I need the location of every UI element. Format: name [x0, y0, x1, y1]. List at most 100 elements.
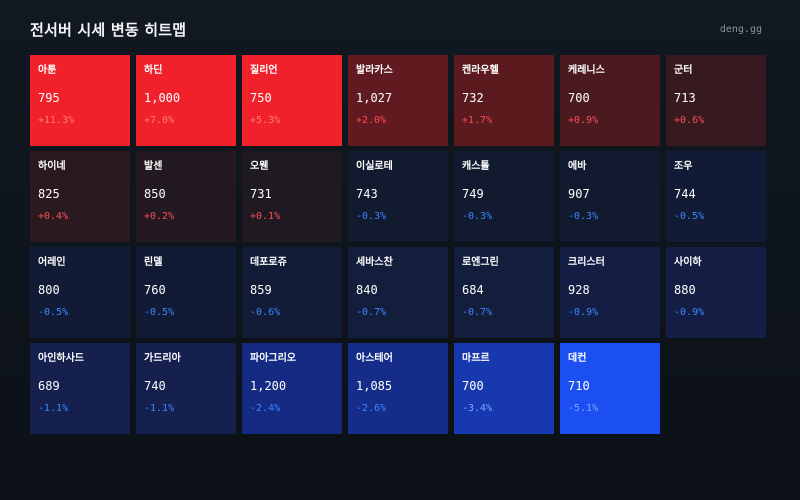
server-price: 713	[674, 91, 696, 105]
server-name: 케레니스	[568, 65, 605, 76]
price-change: +0.2%	[144, 211, 175, 222]
server-name: 가드리아	[144, 353, 181, 364]
server-name: 아툰	[38, 65, 57, 76]
price-change: +0.1%	[250, 211, 281, 222]
server-name: 하딘	[144, 65, 163, 76]
price-change: -0.5%	[674, 211, 705, 222]
server-price: 760	[144, 283, 166, 297]
server-name: 오웬	[250, 161, 269, 172]
heatmap-cell[interactable]: 조우 744 -0.5%	[666, 151, 766, 242]
server-price: 850	[144, 187, 166, 201]
server-price: 928	[568, 283, 590, 297]
server-name: 조우	[674, 161, 693, 172]
server-price: 840	[356, 283, 378, 297]
heatmap-cell[interactable]: 파아그리오 1,200 -2.4%	[242, 343, 342, 434]
heatmap-cell[interactable]: 마프르 700 -3.4%	[454, 343, 554, 434]
server-name: 크리스터	[568, 257, 605, 268]
price-change: -2.6%	[356, 403, 387, 414]
heatmap-cell[interactable]: 하딘 1,000 +7.0%	[136, 55, 236, 146]
server-name: 마프르	[462, 353, 490, 364]
heatmap-cell[interactable]: 하이네 825 +0.4%	[30, 151, 130, 242]
site-label: deng.gg	[719, 23, 762, 35]
heatmap-cell[interactable]: 사이하 880 -0.9%	[666, 247, 766, 338]
heatmap-cell[interactable]: 가드리아 740 -1.1%	[136, 343, 236, 434]
heatmap-cell[interactable]: 켄라우헬 732 +1.7%	[454, 55, 554, 146]
server-price: 700	[462, 379, 484, 393]
heatmap-cell[interactable]: 크리스터 928 -0.9%	[560, 247, 660, 338]
server-name: 세바스찬	[356, 257, 393, 268]
server-price: 700	[568, 91, 590, 105]
server-name: 켄라우헬	[462, 65, 499, 76]
heatmap-cell[interactable]: 로엔그린 684 -0.7%	[454, 247, 554, 338]
server-price: 743	[356, 187, 378, 201]
server-price: 732	[462, 91, 484, 105]
heatmap-cell[interactable]: 오웬 731 +0.1%	[242, 151, 342, 242]
server-price: 880	[674, 283, 696, 297]
price-change: -0.9%	[674, 307, 705, 318]
heatmap-cell[interactable]: 아툰 795 +11.3%	[30, 55, 130, 146]
price-change: -0.5%	[144, 307, 175, 318]
server-price: 1,027	[356, 91, 393, 105]
server-price: 1,200	[250, 379, 287, 393]
heatmap-cell[interactable]: 발라카스 1,027 +2.0%	[348, 55, 448, 146]
server-price: 800	[38, 283, 60, 297]
server-price: 795	[38, 91, 60, 105]
server-name: 에바	[568, 161, 587, 172]
heatmap-cell[interactable]: 질리언 750 +5.3%	[242, 55, 342, 146]
price-change: +5.3%	[250, 115, 281, 126]
server-name: 하이네	[38, 161, 66, 172]
price-change: -1.1%	[38, 403, 69, 414]
heatmap-grid: 아툰 795 +11.3% 하딘 1,000 +7.0% 질리언 750 +5.3% 발라카스 1,…	[30, 55, 768, 434]
heatmap-cell[interactable]: 아인하사드 689 -1.1%	[30, 343, 130, 434]
server-name: 군터	[674, 65, 693, 76]
heatmap-cell[interactable]: 에바 907 -0.3%	[560, 151, 660, 242]
server-price: 744	[674, 187, 696, 201]
price-change: +2.0%	[356, 115, 387, 126]
heatmap-cell[interactable]: 세바스찬 840 -0.7%	[348, 247, 448, 338]
server-price: 825	[38, 187, 60, 201]
server-name: 질리언	[250, 65, 278, 76]
server-name: 아스테어	[356, 353, 393, 364]
server-name: 아인하사드	[38, 353, 84, 364]
price-change: +7.0%	[144, 115, 175, 126]
price-change: -0.7%	[462, 307, 493, 318]
price-change: +0.6%	[674, 115, 705, 126]
server-name: 캐스톨	[462, 161, 490, 172]
heatmap-cell[interactable]: 데포로쥬 859 -0.6%	[242, 247, 342, 338]
heatmap-cell[interactable]: 이실로테 743 -0.3%	[348, 151, 448, 242]
price-change: -0.3%	[568, 211, 599, 222]
price-change: +0.9%	[568, 115, 599, 126]
server-name: 파아그리오	[250, 353, 296, 364]
server-price: 749	[462, 187, 484, 201]
server-name: 사이하	[674, 257, 702, 268]
page-title: 전서버 시세 변동 히트맵	[30, 20, 187, 39]
server-name: 로엔그린	[462, 257, 499, 268]
heatmap-cell[interactable]: 케레니스 700 +0.9%	[560, 55, 660, 146]
server-price: 1,085	[356, 379, 393, 393]
server-name: 데컨	[568, 353, 587, 364]
price-change: -0.3%	[462, 211, 493, 222]
heatmap-cell[interactable]: 발센 850 +0.2%	[136, 151, 236, 242]
heatmap-cell[interactable]: 린델 760 -0.5%	[136, 247, 236, 338]
server-price: 750	[250, 91, 272, 105]
price-change: -2.4%	[250, 403, 281, 414]
price-change: -0.5%	[38, 307, 69, 318]
heatmap-cell[interactable]: 어레인 800 -0.5%	[30, 247, 130, 338]
server-price: 689	[38, 379, 60, 393]
server-price: 710	[568, 379, 590, 393]
heatmap-cell[interactable]: 군터 713 +0.6%	[666, 55, 766, 146]
price-change: -0.7%	[356, 307, 387, 318]
header: 전서버 시세 변동 히트맵 deng.gg	[30, 17, 762, 41]
server-name: 린델	[144, 257, 163, 268]
price-change: -0.6%	[250, 307, 281, 318]
heatmap-cell[interactable]: 캐스톨 749 -0.3%	[454, 151, 554, 242]
server-price: 859	[250, 283, 272, 297]
server-name: 발라카스	[356, 65, 393, 76]
server-price: 740	[144, 379, 166, 393]
server-price: 684	[462, 283, 484, 297]
heatmap-cell[interactable]: 데컨 710 -5.1%	[560, 343, 660, 434]
server-name: 어레인	[38, 257, 66, 268]
heatmap-cell[interactable]: 아스테어 1,085 -2.6%	[348, 343, 448, 434]
server-name: 데포로쥬	[250, 257, 287, 268]
price-change: -3.4%	[462, 403, 493, 414]
